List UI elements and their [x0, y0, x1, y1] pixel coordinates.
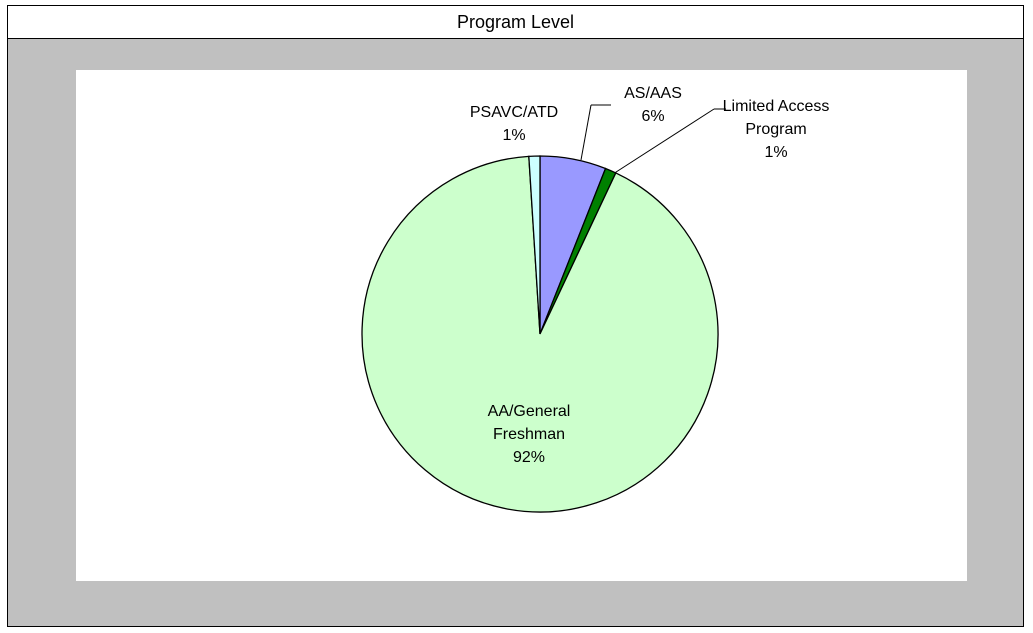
chart-title: Program Level — [8, 6, 1023, 39]
slice-label: PSAVC/ATD 1% — [444, 101, 584, 147]
slice-percent: 92% — [512, 449, 546, 466]
leader-line — [580, 104, 592, 161]
slice-name: Limited Access Program — [722, 98, 830, 138]
slice-label: AS/AAS 6% — [613, 82, 693, 128]
slice-label: AA/General Freshman 92% — [454, 400, 604, 469]
leader-line — [612, 108, 715, 175]
slice-percent: 6% — [641, 108, 665, 125]
slice-percent: 1% — [764, 144, 788, 161]
slice-name: AA/General Freshman — [487, 403, 571, 443]
slice-label: Limited Access Program 1% — [706, 95, 846, 164]
chart-frame: Program Level AS/AAS 6% Limited Access Pro… — [7, 5, 1024, 627]
pie-slice — [361, 155, 719, 513]
slice-name: PSAVC/ATD — [469, 104, 559, 121]
slice-percent: 1% — [502, 127, 526, 144]
pie-chart — [361, 104, 726, 513]
pie-slice — [528, 155, 541, 335]
plot-area: AS/AAS 6% Limited Access Program 1% AA/Gener… — [76, 70, 967, 581]
slice-name: AS/AAS — [624, 85, 682, 102]
